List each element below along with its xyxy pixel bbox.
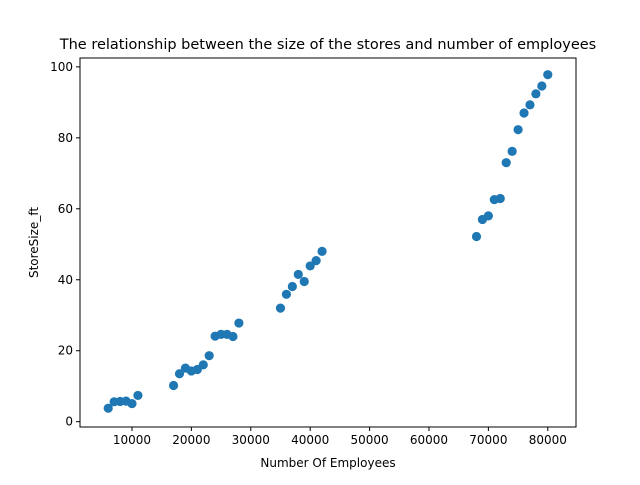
data-point <box>531 89 541 99</box>
x-axis-ticks: 10000 20000 30000 40000 50000 60000 70000 80000 <box>113 427 567 447</box>
data-point <box>293 269 303 280</box>
data-point <box>501 158 511 168</box>
data-point <box>228 331 238 342</box>
data-point <box>287 281 297 292</box>
data-point <box>495 193 505 204</box>
data-point <box>275 303 286 313</box>
y-tick-label: 100 <box>50 60 73 74</box>
data-point <box>127 398 137 409</box>
data-point <box>311 255 321 266</box>
y-axis-ticks: 0 20 40 60 80 100 <box>50 60 80 429</box>
data-points <box>103 70 553 413</box>
data-point <box>198 360 208 370</box>
x-tick-label: 70000 <box>469 433 507 447</box>
x-tick-label: 20000 <box>172 433 210 447</box>
x-axis-label: Number Of Employees <box>260 456 395 470</box>
x-tick-label: 10000 <box>113 433 151 447</box>
y-tick-label: 60 <box>58 202 73 216</box>
data-point <box>519 108 529 118</box>
data-point <box>204 351 214 361</box>
x-tick-label: 50000 <box>350 433 388 447</box>
y-tick-label: 20 <box>58 344 73 358</box>
data-point <box>174 369 185 379</box>
data-point <box>234 318 244 328</box>
x-tick-label: 80000 <box>529 433 567 447</box>
y-tick-label: 0 <box>65 415 73 429</box>
data-point <box>471 231 482 242</box>
data-point <box>168 380 179 391</box>
data-point <box>317 246 327 256</box>
data-point <box>537 81 547 91</box>
data-point <box>507 146 517 156</box>
data-point <box>525 100 535 110</box>
data-point <box>513 125 523 135</box>
data-point <box>543 70 553 80</box>
y-tick-label: 40 <box>58 273 73 287</box>
data-point <box>103 403 113 413</box>
x-tick-label: 30000 <box>232 433 270 447</box>
plot-area-frame <box>79 57 577 428</box>
chart-title: The relationship between the size of the… <box>59 37 597 53</box>
data-point <box>305 261 315 271</box>
data-point <box>133 390 143 401</box>
data-point <box>299 276 309 287</box>
data-point <box>281 289 292 299</box>
data-point <box>483 211 493 221</box>
x-tick-label: 40000 <box>291 433 329 447</box>
x-tick-label: 60000 <box>410 433 448 447</box>
y-tick-label: 80 <box>58 131 73 145</box>
y-axis-label: StoreSize_ft <box>27 207 41 278</box>
